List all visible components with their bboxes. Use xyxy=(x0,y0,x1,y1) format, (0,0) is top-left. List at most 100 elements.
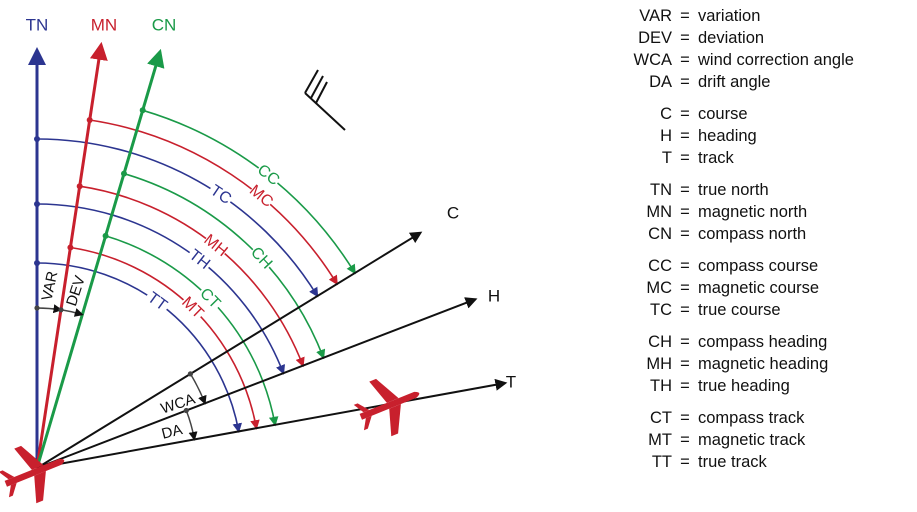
t-label: T xyxy=(506,373,516,392)
legend-definition: compass course xyxy=(698,257,819,275)
da-angle-arc xyxy=(185,410,198,441)
arc-mh-label-bg xyxy=(200,231,231,261)
legend-abbr: H xyxy=(660,127,672,145)
legend-abbr: CC xyxy=(648,257,672,275)
legend-definition: magnetic north xyxy=(698,203,808,221)
legend-abbr: TN xyxy=(650,181,672,199)
wind-barb-icon xyxy=(304,69,346,131)
legend: VAR = variation DEV = deviation WCA = wind corre… xyxy=(600,5,910,483)
course-line xyxy=(36,231,423,469)
legend-abbr: C xyxy=(660,105,672,123)
legend-row: DA = drift angle xyxy=(600,71,910,93)
arc-mc xyxy=(89,119,338,286)
legend-abbr: MC xyxy=(646,279,672,297)
legend-row: DEV = deviation xyxy=(600,27,910,49)
legend-row: TT = true track xyxy=(600,451,910,473)
arc-ch-label-bg xyxy=(246,243,276,274)
compass-north-line xyxy=(35,48,165,469)
legend-row: CC = compass course xyxy=(600,255,910,277)
magnetic-north-line xyxy=(35,41,108,469)
legend-definition: deviation xyxy=(698,29,765,47)
arc-tt-label-bg xyxy=(142,287,173,317)
legend-abbr: CH xyxy=(648,333,672,351)
legend-row: MH = magnetic heading xyxy=(600,353,910,375)
legend-definition: magnetic course xyxy=(698,279,820,297)
legend-equals: = xyxy=(680,127,690,145)
legend-abbr: MN xyxy=(646,203,672,221)
legend-definition: magnetic heading xyxy=(698,355,829,373)
legend-row: H = heading xyxy=(600,125,910,147)
var-angle-arc-dot xyxy=(34,305,40,311)
aircraft-icon xyxy=(0,445,65,504)
legend-row: WCA = wind correction angle xyxy=(600,49,910,71)
legend-row: C = course xyxy=(600,103,910,125)
heading-line xyxy=(36,297,478,469)
legend-row: MC = magnetic course xyxy=(600,277,910,299)
legend-equals: = xyxy=(680,279,690,297)
arc-th-label-bg xyxy=(184,245,215,275)
legend-row: VAR = variation xyxy=(600,5,910,27)
legend-definition: true track xyxy=(698,453,767,471)
legend-definition: variation xyxy=(698,7,761,25)
legend-equals: = xyxy=(680,181,690,199)
dev-angle-arc-dot xyxy=(58,307,64,313)
legend-row: CT = compass track xyxy=(600,407,910,429)
wca-angle-arc-dot xyxy=(187,371,193,377)
dev-angle-arc xyxy=(60,308,84,317)
legend-equals: = xyxy=(680,301,690,319)
legend-row: MT = magnetic track xyxy=(600,429,910,451)
legend-row: CH = compass heading xyxy=(600,331,910,353)
legend-equals: = xyxy=(680,431,690,449)
legend-definition: wind correction angle xyxy=(698,51,854,69)
legend-equals: = xyxy=(680,73,690,91)
legend-abbr: MT xyxy=(648,431,672,449)
mn-label: MN xyxy=(91,16,117,35)
arc-tt xyxy=(36,262,242,433)
legend-equals: = xyxy=(680,7,690,25)
legend-group: CT = compass track MT = magnetic track TT = true… xyxy=(600,407,910,473)
legend-equals: = xyxy=(680,51,690,69)
var-angle-arc xyxy=(36,304,63,314)
legend-definition: course xyxy=(698,105,748,123)
legend-definition: compass heading xyxy=(698,333,828,351)
legend-abbr: WCA xyxy=(633,51,673,69)
legend-row: T = track xyxy=(600,147,910,169)
legend-row: MN = magnetic north xyxy=(600,201,910,223)
legend-definition: heading xyxy=(698,127,757,145)
track-line xyxy=(36,378,508,469)
legend-group: CH = compass heading MH = magnetic heading TH =… xyxy=(600,331,910,397)
arc-cc-label-bg xyxy=(253,160,284,190)
legend-definition: true heading xyxy=(698,377,790,395)
aircraft-icon-track xyxy=(353,378,420,437)
legend-equals: = xyxy=(680,355,690,373)
arc-label-tt: TT xyxy=(144,289,170,314)
legend-equals: = xyxy=(680,225,690,243)
legend-definition: magnetic track xyxy=(698,431,806,449)
arc-tc xyxy=(36,138,319,298)
arc-mc-label-bg xyxy=(246,181,277,212)
legend-definition: true north xyxy=(698,181,769,199)
da-label: DA xyxy=(160,421,184,443)
legend-abbr: DEV xyxy=(638,29,672,47)
legend-group: TN = true north MN = magnetic north CN = compass… xyxy=(600,179,910,245)
legend-definition: track xyxy=(698,149,734,167)
legend-abbr: TH xyxy=(650,377,672,395)
legend-equals: = xyxy=(680,333,690,351)
legend-abbr: VAR xyxy=(639,7,672,25)
legend-definition: compass north xyxy=(698,225,807,243)
arc-mt-label-bg xyxy=(177,293,208,323)
arc-tc-label-bg xyxy=(205,180,236,210)
legend-equals: = xyxy=(680,257,690,275)
legend-abbr: CN xyxy=(648,225,672,243)
legend-abbr: TC xyxy=(650,301,672,319)
legend-group: C = course H = heading T = track xyxy=(600,103,910,169)
c-label: C xyxy=(447,204,459,223)
legend-definition: true course xyxy=(698,301,781,319)
arc-th xyxy=(36,203,286,375)
legend-abbr: TT xyxy=(651,453,672,471)
legend-equals: = xyxy=(680,29,690,47)
legend-group: CC = compass course MC = magnetic course TC = tr… xyxy=(600,255,910,321)
legend-equals: = xyxy=(680,453,690,471)
cn-label: CN xyxy=(152,16,177,35)
